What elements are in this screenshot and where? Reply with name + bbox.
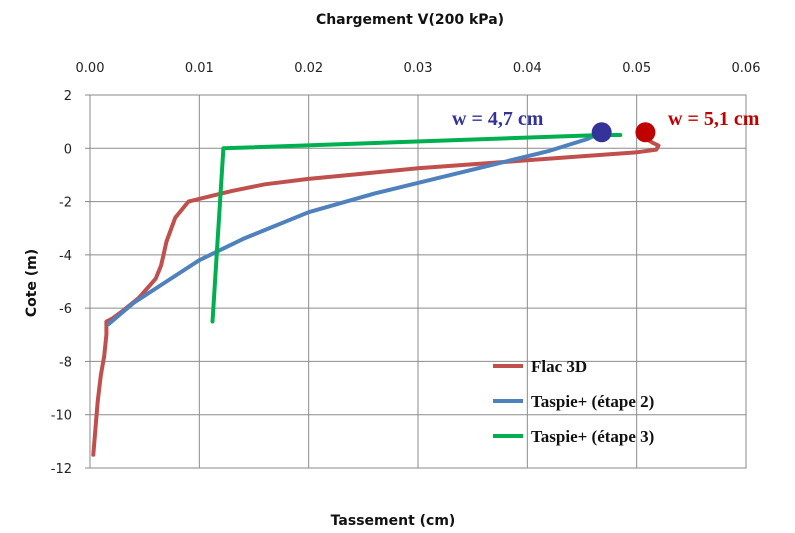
y-tick-label: -8 [59,355,72,370]
y-axis-title: Cote (m) [24,249,40,317]
x-tick-label: 0.02 [294,61,323,76]
x-tick-label: 0.04 [513,61,542,76]
series-line-2 [106,130,604,327]
legend: Flac 3D Taspie+ (étape 2) Taspie+ (étape 3… [493,357,654,446]
y-tick-label: -12 [51,462,72,477]
x-tick-labels: 0.00 0.01 0.02 0.03 0.04 0.05 0.06 [76,61,761,76]
x-tick-label: 0.01 [185,61,214,76]
grid [85,94,746,469]
y-tick-label: -6 [59,302,72,317]
y-tick-label: 0 [64,142,72,157]
y-tick-label: -2 [59,196,72,211]
x-axis-title: Tassement (cm) [331,513,456,529]
series-line-1 [91,129,661,457]
x-tick-label: 0.03 [404,61,433,76]
legend-label: Flac 3D [531,357,587,376]
y-tick-labels: 2 0 -2 -4 -6 -8 -10 -12 [51,89,72,477]
x-tick-label: 0.05 [622,61,651,76]
y-tick-label: 2 [64,89,72,104]
marker-point-1 [591,122,612,143]
plot-frame [89,94,747,469]
legend-label: Taspie+ (étape 2) [531,392,654,411]
y-tick-label: -10 [51,409,72,424]
annotation-w-5-1: w = 5,1 cm [668,108,760,130]
legend-label: Taspie+ (étape 3) [531,427,654,446]
chart-title: Chargement V(200 kPa) [316,12,504,28]
marker-point-2 [635,122,656,143]
x-tick-label: 0.06 [732,61,761,76]
x-tick-label: 0.00 [76,61,105,76]
y-tick-label: -4 [59,249,72,264]
annotation-w-4-7: w = 4,7 cm [452,108,544,130]
point-markers [591,122,656,143]
